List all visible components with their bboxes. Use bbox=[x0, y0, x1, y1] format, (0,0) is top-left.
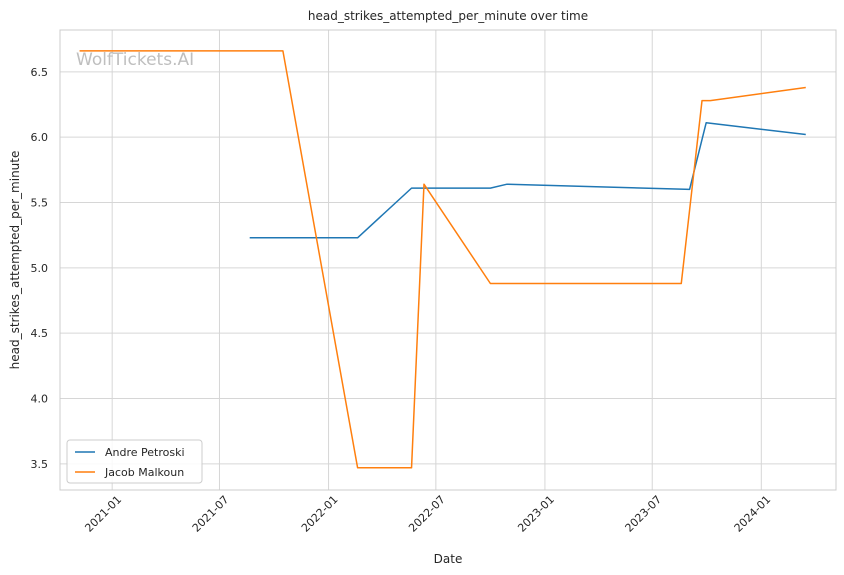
y-tick-label: 6.5 bbox=[31, 66, 49, 79]
y-axis-title: head_strikes_attempted_per_minute bbox=[8, 151, 22, 370]
watermark: WolfTickets.AI bbox=[76, 50, 194, 70]
x-tick-label: 2021-01 bbox=[82, 493, 124, 535]
x-axis-title: Date bbox=[434, 552, 463, 566]
legend-label-jacob-malkoun: Jacob Malkoun bbox=[104, 466, 184, 479]
x-tick-label: 2022-07 bbox=[406, 493, 448, 535]
y-tick-label: 4.0 bbox=[31, 393, 49, 406]
legend: Andre Petroski Jacob Malkoun bbox=[66, 439, 203, 484]
y-tick-label: 6.0 bbox=[31, 131, 49, 144]
x-tick-label: 2022-01 bbox=[299, 493, 341, 535]
x-axis-ticks: 2021-01 2021-07 2022-01 2022-07 2023-01 2023-… bbox=[82, 493, 773, 535]
y-tick-label: 4.5 bbox=[31, 327, 49, 340]
series-layer bbox=[79, 50, 806, 469]
y-tick-label: 5.0 bbox=[31, 262, 49, 275]
grid bbox=[60, 30, 836, 490]
plot-area-frame bbox=[59, 29, 837, 491]
y-axis-ticks: 3.5 4.0 4.5 5.0 5.5 6.0 6.5 bbox=[31, 66, 49, 471]
x-tick-label: 2021-07 bbox=[190, 493, 232, 535]
y-tick-label: 3.5 bbox=[31, 458, 49, 471]
legend-box bbox=[66, 439, 203, 484]
series-line-andre-petroski bbox=[249, 122, 806, 239]
series-line-jacob-malkoun bbox=[79, 50, 806, 469]
x-tick-label: 2024-01 bbox=[732, 493, 774, 535]
legend-label-andre-petroski: Andre Petroski bbox=[105, 446, 185, 459]
x-tick-label: 2023-07 bbox=[623, 493, 665, 535]
x-tick-label: 2023-01 bbox=[515, 493, 557, 535]
y-tick-label: 5.5 bbox=[31, 197, 49, 210]
chart-title: head_strikes_attempted_per_minute over t… bbox=[308, 9, 588, 23]
